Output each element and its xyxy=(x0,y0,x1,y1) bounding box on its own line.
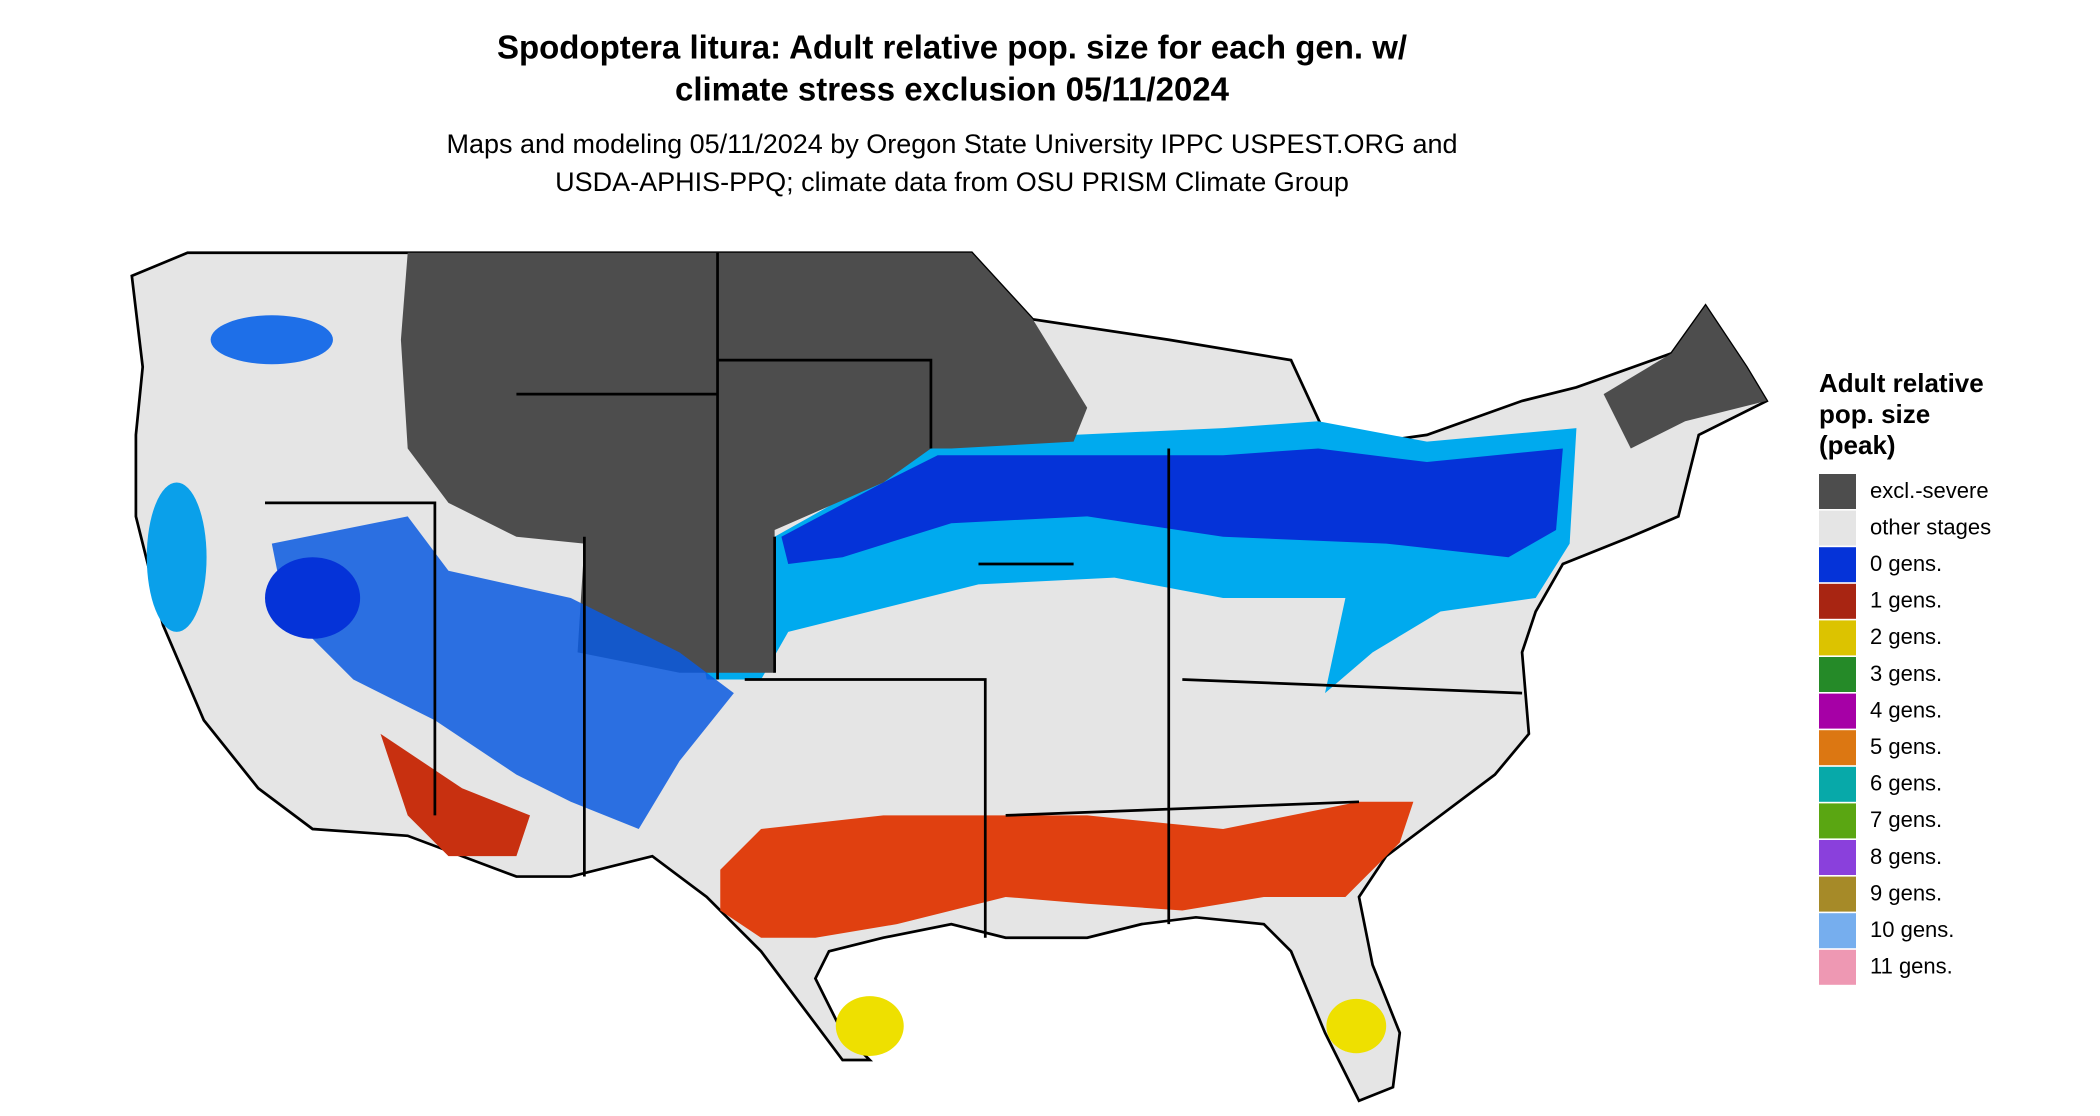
legend-swatch xyxy=(1819,693,1856,729)
legend-title: pop. size xyxy=(1819,399,1930,429)
legend-swatch xyxy=(1819,510,1856,546)
legend-swatch xyxy=(1819,657,1856,692)
legend-label: 10 gens. xyxy=(1870,917,1954,942)
map xyxy=(130,251,1769,1103)
excluded-region xyxy=(1603,305,1767,449)
legend-label: 4 gens. xyxy=(1870,697,1942,722)
subtitle: Maps and modeling 05/11/2024 by Oregon S… xyxy=(446,129,1457,159)
west-blue-region xyxy=(271,516,734,829)
state-borders xyxy=(265,252,1523,938)
subtitle: USDA-APHIS-PPQ; climate data from OSU PR… xyxy=(555,167,1349,197)
legend-label: 11 gens. xyxy=(1870,954,1953,979)
legend-swatch xyxy=(1819,583,1856,619)
legend-title: (peak) xyxy=(1819,430,1896,460)
west-blue-region xyxy=(146,482,207,632)
legend-label: 0 gens. xyxy=(1870,551,1942,576)
legend-swatch xyxy=(1819,766,1856,802)
title: climate stress exclusion 05/11/2024 xyxy=(675,71,1230,108)
legend-swatch xyxy=(1819,876,1856,912)
yellow-region xyxy=(835,996,904,1056)
legend-swatch xyxy=(1819,730,1856,766)
west-blue-region xyxy=(265,557,361,639)
legend-swatch xyxy=(1819,803,1856,839)
legend-label: 6 gens. xyxy=(1870,771,1942,796)
legend-label: 7 gens. xyxy=(1870,807,1942,832)
legend-label: other stages xyxy=(1870,514,1991,539)
legend-label: 2 gens. xyxy=(1870,624,1942,649)
legend-swatch xyxy=(1819,620,1856,656)
red-region xyxy=(720,801,1414,938)
legend-label: 9 gens. xyxy=(1870,880,1942,905)
legend-label: 5 gens. xyxy=(1870,734,1942,759)
legend-swatch xyxy=(1819,840,1856,875)
legend-title: Adult relative xyxy=(1819,368,1984,398)
excluded-region xyxy=(400,252,1088,673)
legend-label: 3 gens. xyxy=(1870,661,1942,686)
legend-swatch xyxy=(1819,547,1856,583)
dark-blue-region xyxy=(781,448,1563,564)
west-blue-region xyxy=(210,315,333,365)
legend-label: excl.-severe xyxy=(1870,478,1989,503)
legend-label: 1 gens. xyxy=(1870,588,1942,613)
red-region xyxy=(380,733,531,857)
legend-label: 8 gens. xyxy=(1870,844,1942,869)
legend-swatch xyxy=(1819,949,1856,985)
legend-swatch xyxy=(1819,913,1856,949)
title: Spodoptera litura: Adult relative pop. s… xyxy=(497,29,1407,66)
legend-swatch xyxy=(1819,474,1856,509)
yellow-region xyxy=(1326,998,1387,1054)
